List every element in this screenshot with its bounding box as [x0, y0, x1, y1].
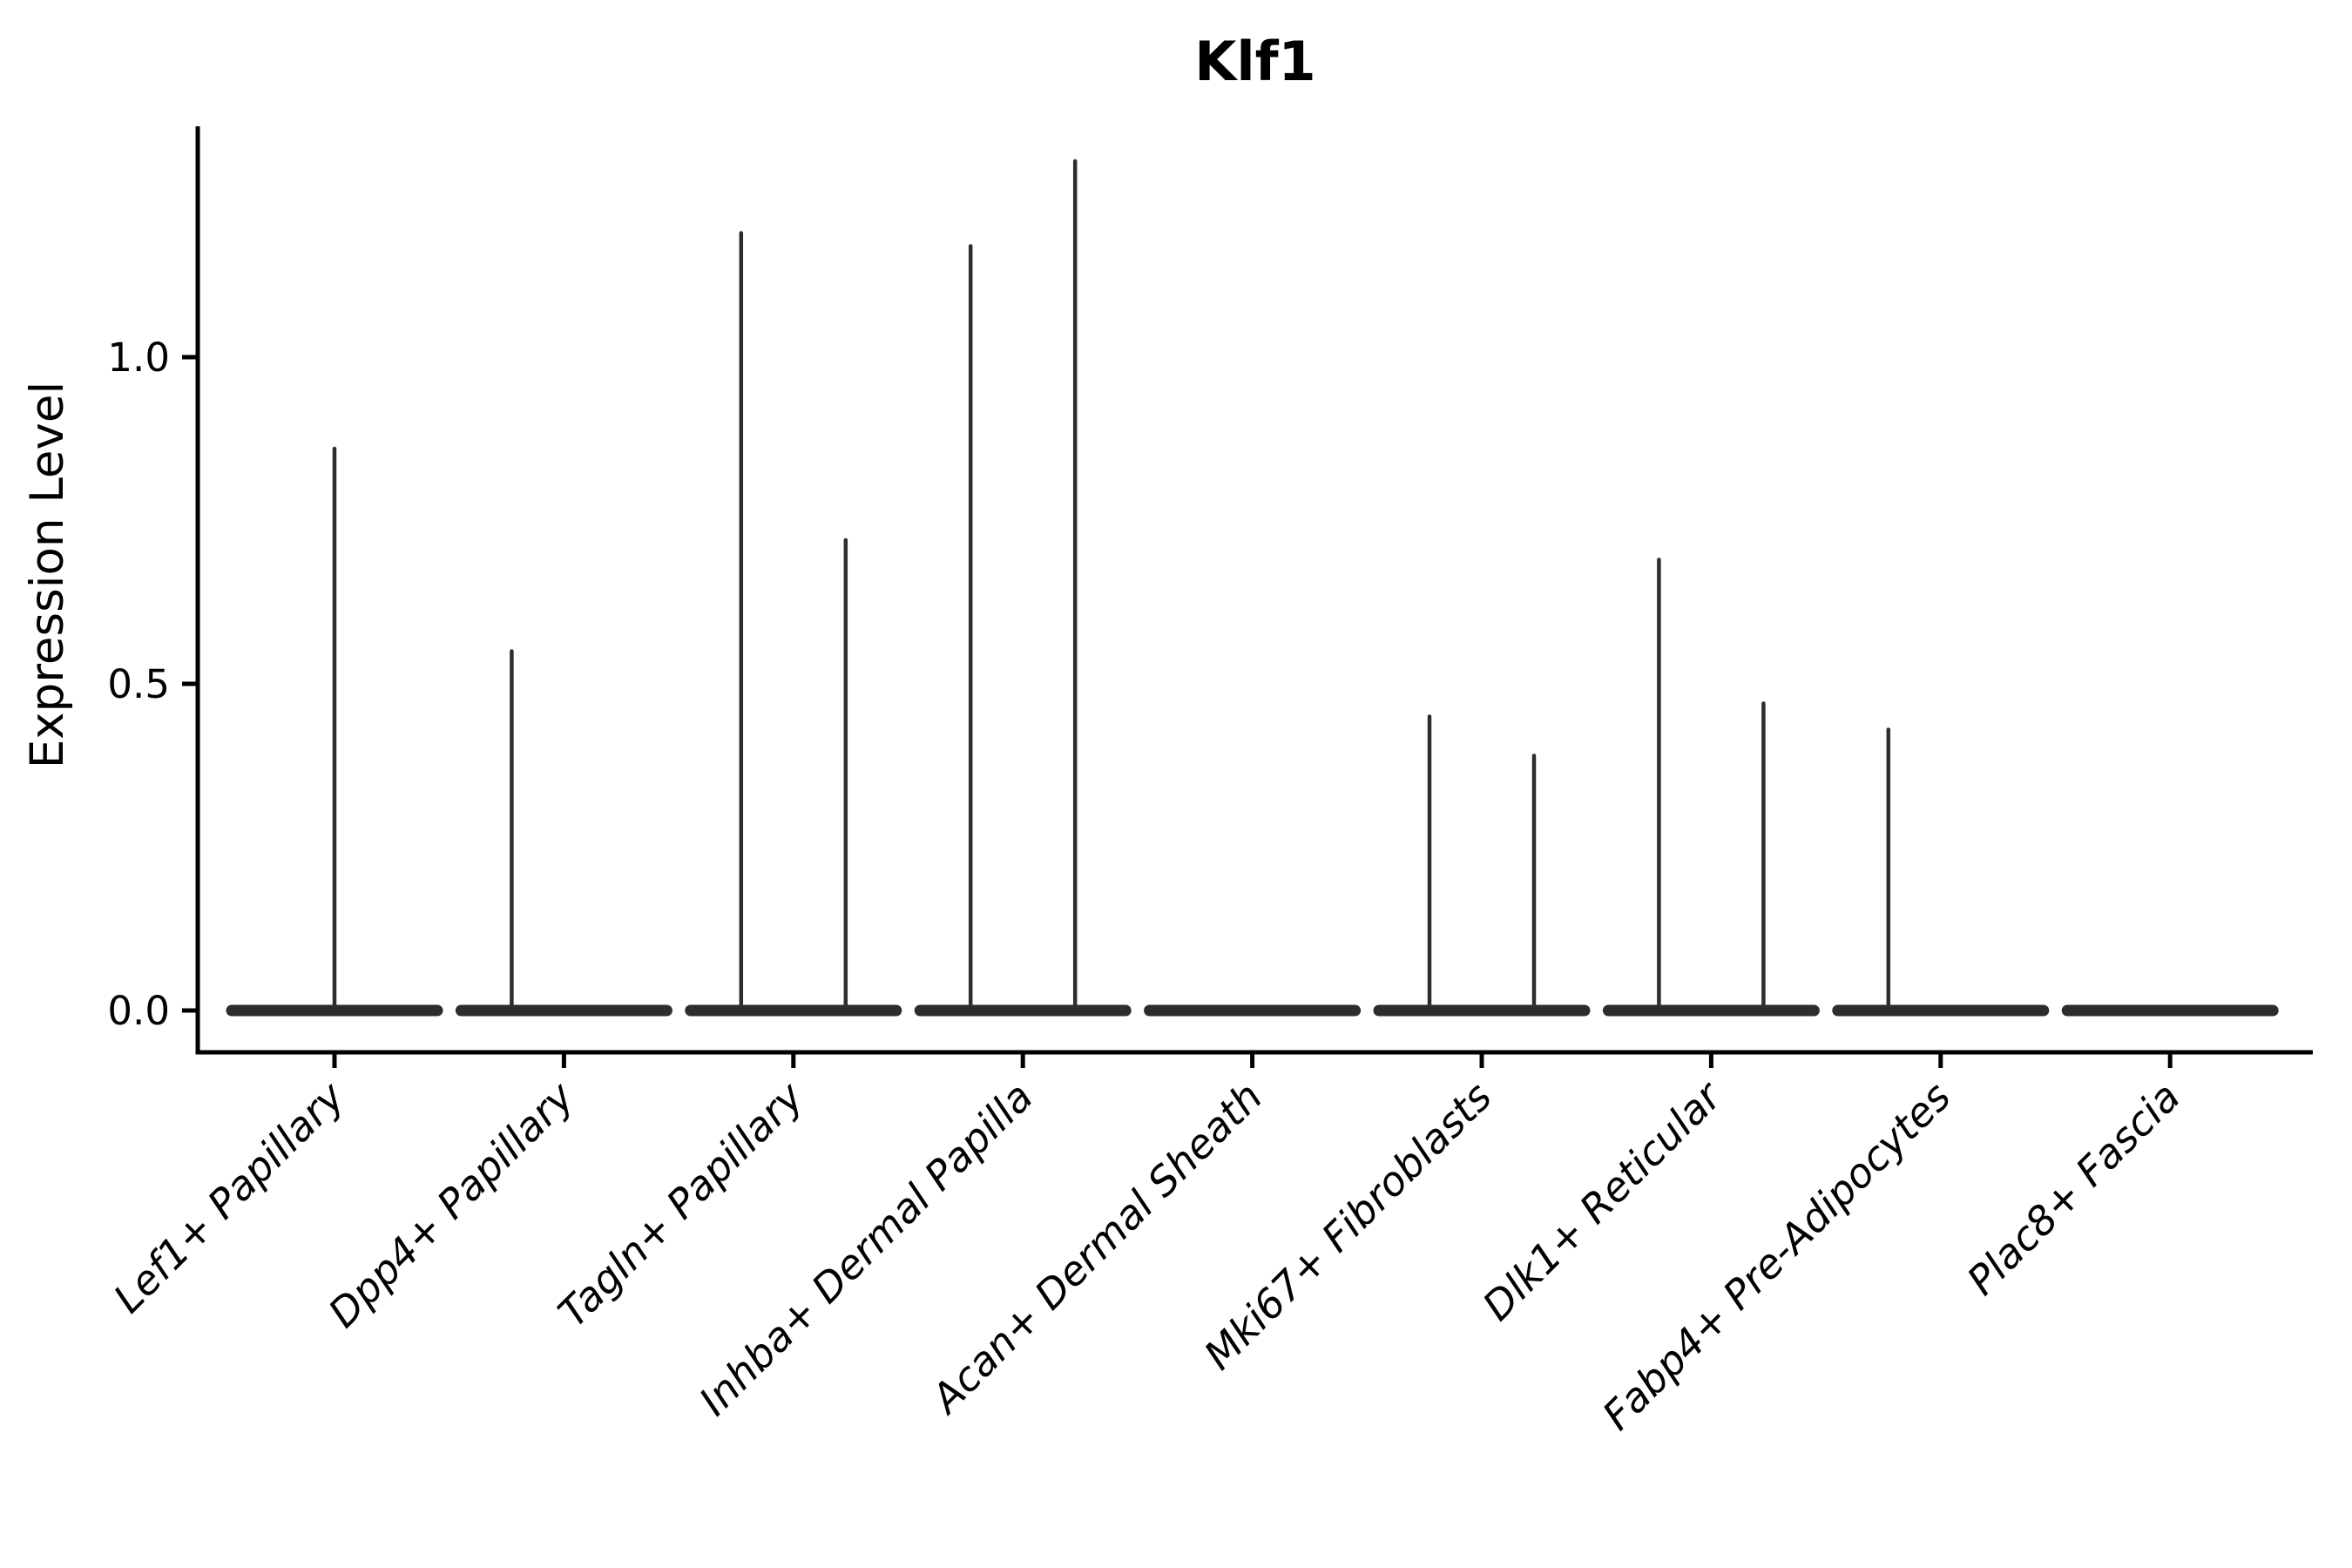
x-tick-label: Dpp4+ Papillary: [320, 1072, 584, 1336]
y-tick-label: 0.0: [107, 988, 170, 1034]
y-axis-label: Expression Level: [21, 382, 74, 768]
x-tick-label: Plac8+ Fascia: [1958, 1073, 2189, 1304]
y-tick-label: 1.0: [107, 335, 170, 381]
x-tick-label: Dlk1+ Reticular: [1474, 1071, 1733, 1329]
y-tick-label: 0.5: [107, 661, 170, 707]
chart-title: Klf1: [1194, 30, 1315, 93]
x-tick-label: Tagln+ Papillary: [549, 1072, 813, 1336]
x-tick-label: Lef1+ Papillary: [105, 1072, 354, 1321]
violins-layer: [226, 159, 2279, 1017]
